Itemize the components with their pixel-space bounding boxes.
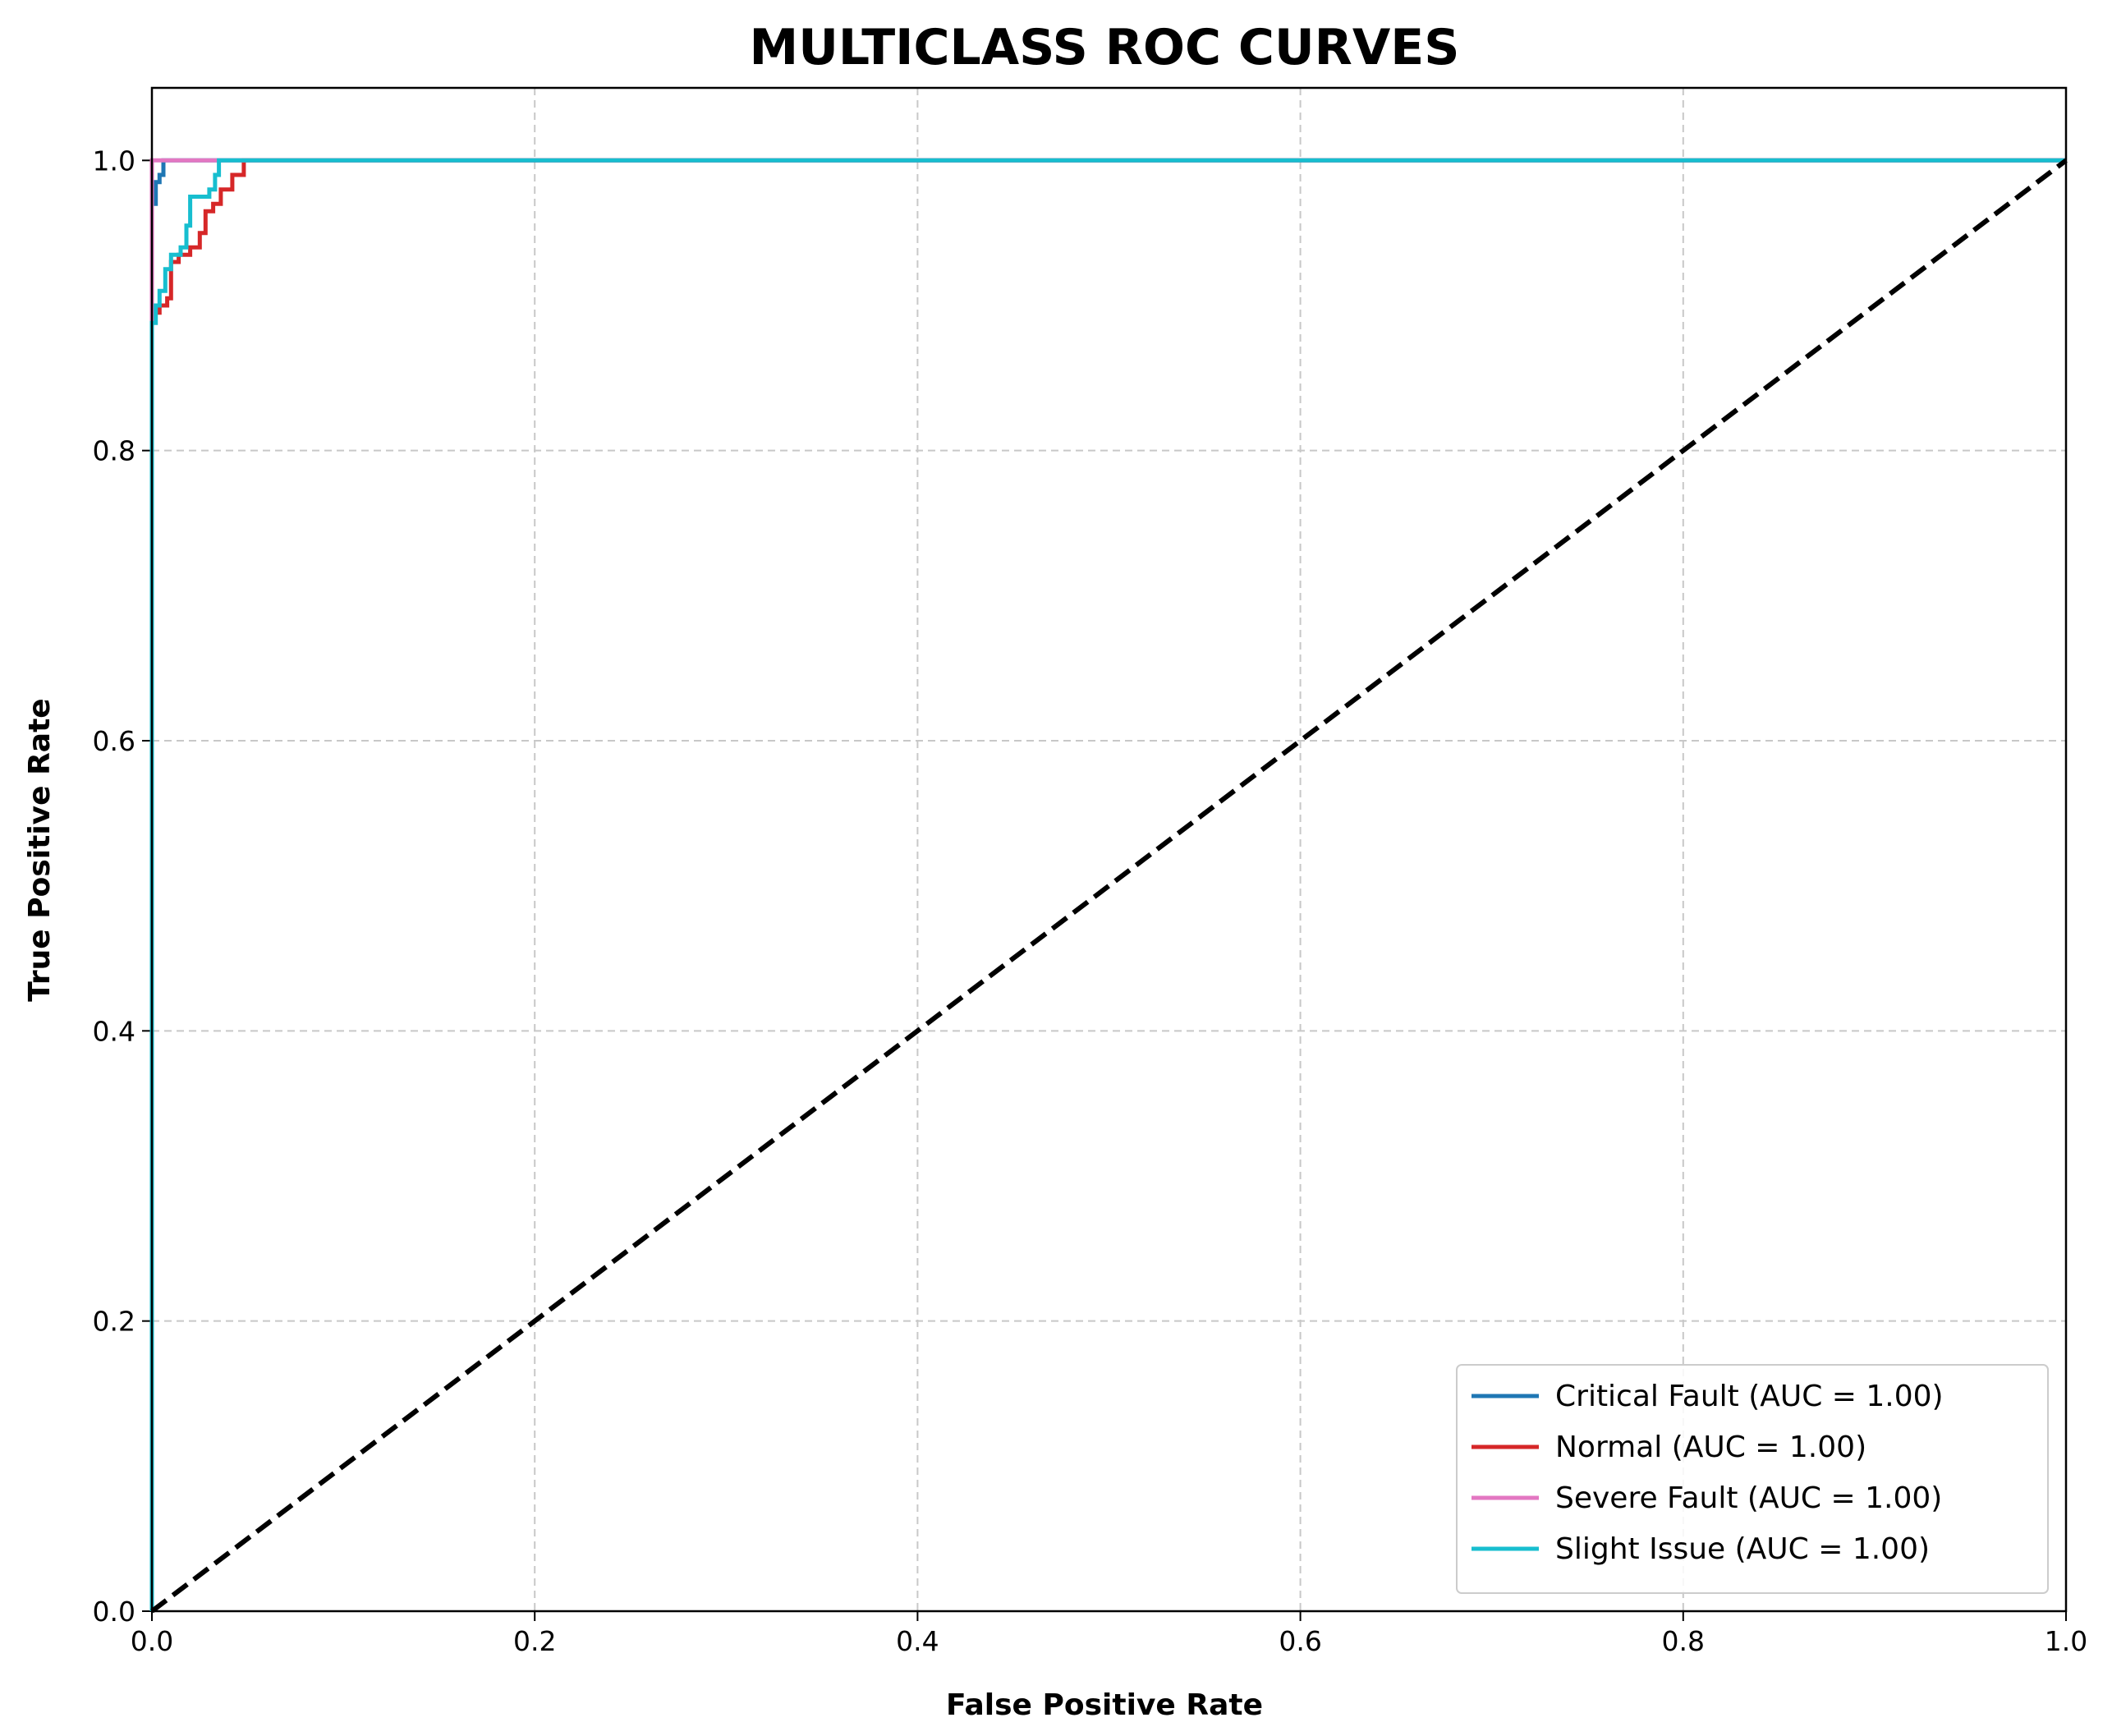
legend-label: Critical Fault (AUC = 1.00) [1555, 1380, 1944, 1413]
axis-ticks: 0.0 0.2 0.4 0.6 0.8 1.0 0.0 0.2 0.4 0.6 0.8 1.0 [93, 145, 2088, 1657]
y-tick-label: 0.4 [93, 1015, 135, 1047]
x-tick-label: 0.4 [896, 1625, 939, 1657]
x-tick-label: 0.6 [1279, 1625, 1321, 1657]
x-tick-label: 0.0 [131, 1625, 173, 1657]
x-tick-label: 0.2 [513, 1625, 556, 1657]
x-axis-label: False Positive Rate [946, 1688, 1263, 1722]
legend-box [1456, 1364, 2049, 1594]
y-tick-label: 0.6 [93, 725, 135, 757]
x-tick-label: 0.8 [1662, 1625, 1705, 1657]
legend: Critical Fault (AUC = 1.00) Normal (AUC =… [1456, 1364, 2049, 1594]
y-tick-label: 0.0 [93, 1596, 135, 1628]
y-tick-label: 0.8 [93, 435, 135, 467]
reference-diagonal-line [150, 158, 2068, 1614]
roc-line-normal [149, 158, 2066, 1611]
y-tick-label: 1.0 [93, 145, 135, 177]
roc-line-slight-issue [149, 158, 2066, 1611]
legend-label: Slight Issue (AUC = 1.00) [1555, 1532, 1930, 1566]
legend-label: Severe Fault (AUC = 1.00) [1555, 1481, 1942, 1515]
x-tick-label: 1.0 [2045, 1625, 2087, 1657]
y-tick-label: 0.2 [93, 1306, 135, 1338]
y-axis-label: True Positive Rate [23, 698, 57, 1001]
plot-frame [150, 86, 2068, 1613]
chart-title: MULTICLASS ROC CURVES [749, 19, 1459, 76]
legend-label: Normal (AUC = 1.00) [1555, 1431, 1866, 1464]
